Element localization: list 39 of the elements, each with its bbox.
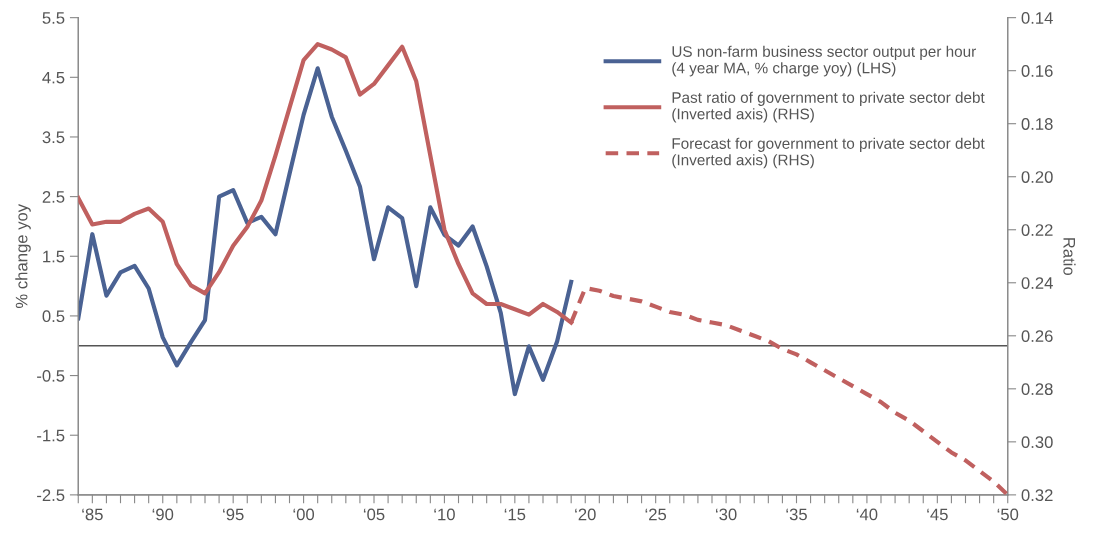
y2-tick-label: 0.16	[1021, 65, 1053, 77]
x-tick-label: ‘15	[504, 508, 526, 521]
y-tick-label: -2.5	[37, 489, 65, 502]
x-tick-label: ‘45	[927, 508, 948, 521]
y-tick-label: 5.5	[42, 12, 65, 24]
y-tick-label: 0.5	[42, 310, 65, 323]
x-tick-label: ‘35	[786, 508, 807, 521]
y2-tick-label: 0.18	[1021, 118, 1053, 130]
y-tick-label: 2.5	[42, 191, 65, 203]
y-tick-label: -0.5	[37, 369, 65, 382]
x-tick-label: ‘90	[152, 508, 174, 521]
y2-tick-label: 0.22	[1021, 224, 1053, 236]
y-tick-label: 3.5	[42, 131, 65, 144]
x-tick-label: ‘95	[223, 508, 244, 521]
x-tick-label: ‘00	[293, 508, 315, 521]
y-tick-label: -1.5	[37, 429, 65, 442]
legend-label: Past ratio of government to private sector debt (Inverted axis) (RHS)	[672, 91, 985, 123]
y2-tick-label: 0.26	[1021, 330, 1053, 342]
legend-label: Forecast for government to private sector debt (Inverted axis) (RHS)	[672, 137, 985, 169]
x-tick-label: ‘40	[856, 508, 878, 521]
x-tick-label: ‘50	[997, 508, 1019, 521]
y2-tick-label: 0.32	[1021, 489, 1053, 502]
x-tick-label: ‘30	[716, 508, 737, 521]
y2-tick-label: 0.24	[1021, 277, 1053, 289]
x-tick-label: ‘05	[363, 508, 385, 521]
line-series	[78, 66, 574, 397]
y2-tick-label: 0.14	[1021, 12, 1053, 24]
x-tick-label: ‘85	[82, 508, 103, 521]
y2-tick-label: 0.20	[1021, 171, 1053, 183]
y-tick-label: 4.5	[42, 71, 65, 84]
y2-tick-label: 0.28	[1021, 383, 1053, 396]
y2-axis-title: Ratio	[1063, 238, 1076, 276]
y2-tick-label: 0.30	[1021, 436, 1053, 449]
y-axis-title: % change yoy	[15, 203, 31, 309]
x-tick-label: ‘25	[645, 508, 667, 521]
y-tick-label: 1.5	[43, 250, 65, 263]
x-tick-label: ‘10	[434, 508, 455, 521]
x-tick-label: ‘20	[575, 508, 596, 521]
legend-label: US non-farm business sector output per hour (4 year MA, % charge yoy) (LHS)	[672, 45, 976, 77]
